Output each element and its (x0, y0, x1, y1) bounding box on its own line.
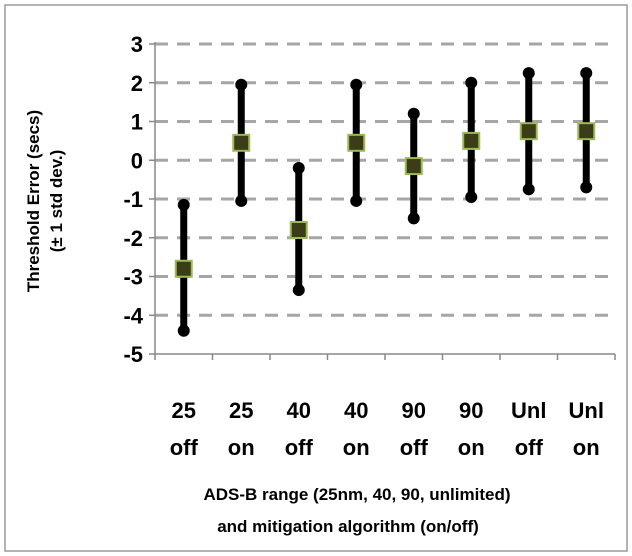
x-tick-label-range: 90 (459, 398, 483, 423)
x-tick-label-mitigation: off (285, 435, 314, 460)
x-tick-label-mitigation: on (228, 435, 255, 460)
x-tick-label-mitigation: on (573, 435, 600, 460)
error-bar-upper-cap (292, 162, 305, 174)
error-bar-lower-cap (177, 324, 190, 337)
x-tick-label-range: 25 (229, 398, 253, 423)
x-axis-subtitle: and mitigation algorithm (on/off) (217, 517, 479, 536)
error-bar-upper-cap (580, 67, 593, 80)
error-bar-upper-cap (235, 78, 248, 91)
y-tick-label: 2 (131, 71, 143, 96)
gridlines (155, 42, 615, 317)
x-axis-title: ADS-B range (25nm, 40, 90, unlimited) (203, 485, 510, 504)
y-tick-label: 3 (131, 32, 143, 57)
mean-marker (347, 133, 366, 152)
x-tick-label-range: 25 (172, 398, 196, 423)
error-bar-lower-cap (292, 284, 305, 297)
y-tick-label: -1 (123, 187, 143, 212)
axes (149, 42, 616, 360)
error-bar-lower-cap (465, 191, 478, 204)
mean-marker (289, 221, 308, 239)
error-bar-lower-cap (235, 194, 248, 207)
x-tick-label-range: 40 (287, 398, 311, 423)
mean-marker (462, 131, 481, 150)
mean-marker (404, 157, 423, 176)
x-tick-label-mitigation: off (515, 435, 544, 460)
mean-marker (577, 122, 596, 141)
error-bar-lower-cap (522, 183, 535, 196)
y-tick-labels: 3 2 1 0 -1 -2 -3 -4 -5 (123, 32, 143, 367)
y-tick-label: 1 (131, 110, 143, 135)
y-tick-label: 0 (131, 148, 143, 173)
y-tick-label: -3 (123, 265, 143, 290)
x-tick-label-range: Unl (511, 398, 546, 423)
y-tick-label: -4 (123, 303, 143, 328)
mean-marker (174, 259, 193, 278)
x-tick-label-range: 90 (402, 398, 426, 423)
mean-marker (519, 122, 538, 141)
error-bar-upper-cap (465, 76, 478, 89)
y-axis-subtitle: (± 1 std dev.) (47, 150, 66, 253)
error-bar-upper-cap (177, 198, 190, 211)
y-tick-label: -2 (123, 226, 143, 251)
mean-marker (232, 133, 251, 152)
error-bar-lower-cap (407, 212, 420, 225)
error-bar-lower-cap (350, 194, 363, 207)
error-bar-upper-cap (407, 107, 420, 120)
x-tick-label-mitigation: off (400, 435, 429, 460)
y-tick-label: -5 (123, 342, 143, 367)
y-axis-title: Threshold Error (secs) (24, 110, 43, 292)
error-bar-upper-cap (350, 78, 363, 91)
x-tick-label-range: 40 (344, 398, 368, 423)
error-bar-upper-cap (522, 67, 535, 80)
error-bars (174, 67, 596, 337)
x-tick-label-range: Unl (569, 398, 604, 423)
x-tick-label-mitigation: off (170, 435, 199, 460)
x-tick-label-mitigation: on (458, 435, 485, 460)
x-tick-label-mitigation: on (343, 435, 370, 460)
error-bar-lower-cap (580, 181, 593, 194)
